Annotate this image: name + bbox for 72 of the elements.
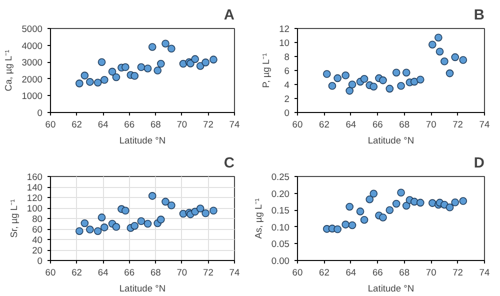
x-tick-label: 70 xyxy=(426,120,436,130)
x-tick-label: 70 xyxy=(176,120,188,130)
y-tick-label: 40 xyxy=(32,235,43,245)
x-tick-label: 64 xyxy=(98,268,108,278)
y-tick-label: 0.10 xyxy=(271,222,290,232)
x-tick-label: 68 xyxy=(150,120,161,130)
x-tick-label: 72 xyxy=(203,268,214,278)
x-tick-label: 62 xyxy=(319,120,330,130)
y-tick-label: 0 xyxy=(37,108,43,118)
x-tick-label: 74 xyxy=(479,120,490,130)
x-tick-label: 62 xyxy=(319,268,330,278)
y-tick-label: 8 xyxy=(284,52,290,62)
x-tick-label: 66 xyxy=(372,120,383,130)
x-tick-label: 60 xyxy=(45,120,56,130)
y-tick-label: 12 xyxy=(279,24,290,34)
x-tick-label: 66 xyxy=(372,268,383,278)
x-tick-label: 66 xyxy=(124,268,135,278)
x-tick-label: 68 xyxy=(150,268,161,278)
y-axis-title: Ca, µg L⁻¹ xyxy=(4,50,14,92)
x-tick-label: 60 xyxy=(45,268,56,278)
x-tick-label: 70 xyxy=(426,268,436,278)
y-tick-label: 2 xyxy=(284,94,290,104)
chart-title: B xyxy=(474,8,485,24)
y-tick-label: 0.25 xyxy=(271,172,290,182)
y-tick-label: 0.20 xyxy=(271,188,290,199)
y-axis-title: As, µg L⁻¹ xyxy=(253,198,264,239)
y-tick-label: 0 xyxy=(37,256,43,266)
x-tick-label: 70 xyxy=(176,268,188,278)
y-tick-label: 160 xyxy=(26,172,43,182)
x-tick-label: 60 xyxy=(292,268,303,278)
x-tick-label: 66 xyxy=(124,120,135,130)
y-tick-label: 20 xyxy=(32,246,43,256)
x-tick-label: 62 xyxy=(72,120,82,130)
y-tick-label: 0.05 xyxy=(271,239,290,250)
y-tick-label: 140 xyxy=(26,182,43,192)
x-tick-label: 64 xyxy=(98,120,108,130)
y-tick-label: 6 xyxy=(284,66,290,76)
y-tick-label: 0 xyxy=(284,108,290,118)
y-tick-label: 4000 xyxy=(22,40,43,51)
x-axis-title: Latitude °N xyxy=(119,136,166,146)
chart-title: D xyxy=(474,156,485,172)
y-tick-label: 1000 xyxy=(22,91,43,102)
y-axis-title: Sr, µg L⁻¹ xyxy=(8,199,19,238)
y-tick-label: 3000 xyxy=(22,58,43,68)
x-tick-label: 62 xyxy=(72,268,82,278)
y-tick-label: 0.15 xyxy=(271,206,290,216)
chart-title: C xyxy=(224,156,235,172)
y-tick-label: 0.00 xyxy=(271,256,290,266)
x-tick-label: 74 xyxy=(229,120,240,130)
y-tick-label: 80 xyxy=(32,214,43,224)
x-tick-label: 72 xyxy=(203,120,214,130)
x-tick-label: 72 xyxy=(452,120,463,130)
y-tick-label: 5000 xyxy=(22,24,43,34)
x-tick-label: 74 xyxy=(479,268,490,278)
y-tick-label: 10 xyxy=(279,38,290,48)
y-axis-title: P, µg L⁻¹ xyxy=(261,53,272,88)
x-tick-label: 72 xyxy=(452,268,463,278)
x-axis-title: Latitude °N xyxy=(368,284,414,294)
x-tick-label: 68 xyxy=(399,268,410,278)
x-axis-title: Latitude °N xyxy=(119,284,166,294)
x-tick-label: 74 xyxy=(229,268,240,278)
x-tick-label: 64 xyxy=(346,120,356,130)
x-tick-label: 64 xyxy=(346,268,356,278)
chart-title: A xyxy=(224,8,235,24)
y-tick-label: 60 xyxy=(32,224,43,234)
y-tick-label: 120 xyxy=(26,193,43,203)
y-tick-label: 100 xyxy=(26,204,43,214)
y-tick-label: 2000 xyxy=(22,74,43,84)
x-tick-label: 60 xyxy=(292,120,303,130)
y-tick-label: 4 xyxy=(284,80,290,90)
x-tick-label: 68 xyxy=(399,120,410,130)
x-axis-title: Latitude °N xyxy=(368,136,414,146)
